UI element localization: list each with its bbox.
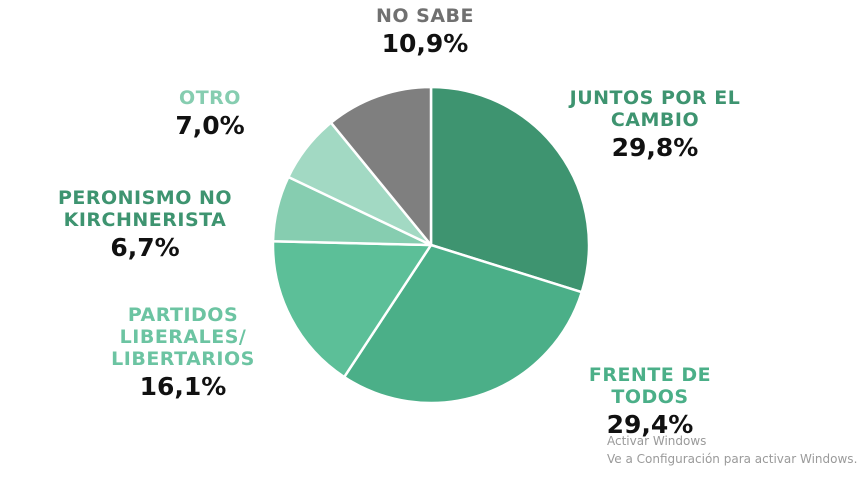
slice-value: 6,7% [110, 232, 180, 262]
slice-label-name: PERONISMO NO [57, 187, 233, 209]
slice-label-name: CAMBIO [610, 108, 700, 131]
label-frente-de-todos: FRENTE DE TODOS 29,4% [565, 364, 735, 439]
slice-value: 10,9% [381, 28, 469, 58]
slice-label-name: NO SABE [375, 5, 475, 27]
watermark-line: Ve a Configuración para activar Windows. [607, 452, 858, 466]
pie-slice-juntos-por-el-cambio [429, 85, 591, 294]
slice-label-name: OTRO [179, 87, 241, 109]
label-peronismo-no-kirchnerista: PERONISMO NO KIRCHNERISTA 6,7% [30, 187, 260, 262]
pie-slice-frente-de-todos [342, 243, 584, 405]
slice-label-name: KIRCHNERISTA [63, 208, 227, 231]
label-partidos-liberales: PARTIDOS LIBERALES/ LIBERTARIOS 16,1% [88, 304, 278, 401]
label-juntos-por-el-cambio: JUNTOS POR EL CAMBIO 29,8% [545, 87, 765, 162]
pie-slice-no-sabe [329, 85, 433, 247]
slice-label-name: JUNTOS POR EL [569, 87, 741, 109]
slice-label-name: TODOS [611, 385, 689, 408]
slice-value: 29,4% [606, 409, 694, 439]
slice-label-name: PARTIDOS [127, 304, 239, 326]
windows-activation-watermark: Activar Windows Ve a Configuración para … [607, 432, 857, 468]
watermark-line: Activar Windows [607, 434, 707, 448]
label-no-sabe: NO SABE 10,9% [350, 5, 500, 59]
slice-label-name: LIBERTARIOS [111, 347, 255, 370]
slice-label-name: FRENTE DE [588, 364, 712, 386]
slice-value: 16,1% [139, 371, 227, 401]
slice-value: 29,8% [611, 132, 699, 162]
slice-value: 7,0% [175, 110, 245, 140]
pie-slice-partidos-liberales-libertarios [271, 240, 433, 379]
label-otro: OTRO 7,0% [155, 87, 265, 141]
slice-label-name: LIBERALES/ [119, 325, 247, 348]
